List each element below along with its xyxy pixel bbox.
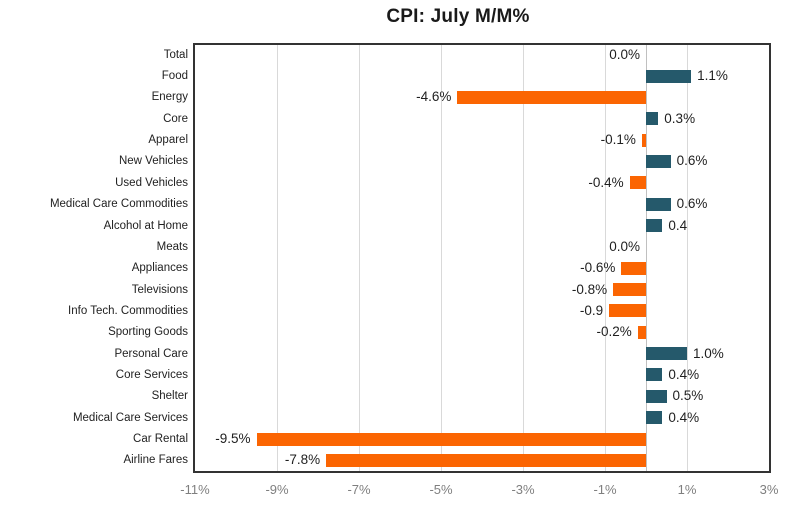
bar-televisions xyxy=(613,283,646,296)
bar-value-label: 0.6% xyxy=(676,153,708,169)
bar-value-label: 0.4% xyxy=(668,409,700,425)
bar-appliances xyxy=(621,261,646,275)
bar-airline-fares xyxy=(326,453,646,467)
bar-used-vehicles xyxy=(629,176,646,190)
bar-value-label: 0.5% xyxy=(672,388,704,404)
category-label: Sporting Goods xyxy=(108,326,188,339)
category-label: Car Rental xyxy=(133,433,188,445)
bar-medical-care-services xyxy=(646,411,663,425)
gridline xyxy=(277,45,278,471)
category-label: Apparel xyxy=(148,134,188,147)
bar-value-label: 0.0% xyxy=(609,46,640,62)
category-label: Info Tech. Commodities xyxy=(68,304,188,317)
bar-car-rental xyxy=(256,432,646,446)
gridline xyxy=(441,45,442,471)
x-tick-label: 1% xyxy=(677,482,697,497)
bar-food xyxy=(646,69,692,83)
gridline xyxy=(687,45,688,471)
bar-value-label: 0.6% xyxy=(676,196,708,212)
category-label: Total xyxy=(163,48,188,61)
bar-value-label: -0.4% xyxy=(588,174,624,190)
x-tick-label: -7% xyxy=(347,482,371,497)
gridline xyxy=(605,45,606,471)
bar-value-label: -0.6% xyxy=(580,260,616,276)
bar-info-tech-commodities xyxy=(609,304,646,318)
category-label: Meats xyxy=(156,240,188,253)
bar-value-label: -7.8% xyxy=(284,452,321,468)
category-label: Core xyxy=(163,112,188,125)
bar-value-label: -4.6% xyxy=(416,89,452,105)
category-label: Shelter xyxy=(151,390,188,403)
x-tick-label: 3% xyxy=(759,482,779,497)
bar-value-label: 0.4 xyxy=(668,217,688,233)
gridline xyxy=(523,45,524,471)
category-label: Medical Care Commodities xyxy=(49,198,188,211)
bar-core xyxy=(646,112,659,126)
bar-value-label: 0.3% xyxy=(664,110,696,126)
category-label: Used Vehicles xyxy=(115,176,188,189)
bar-value-label: 1.1% xyxy=(697,68,728,83)
bar-energy xyxy=(457,90,646,104)
category-label: Energy xyxy=(151,91,188,104)
chart-title: CPI: July M/M% xyxy=(386,6,530,27)
category-label: Personal Care xyxy=(114,347,188,360)
zero-axis-line xyxy=(646,45,647,471)
category-label: Core Services xyxy=(115,368,188,381)
bar-value-label: 0.0% xyxy=(609,238,640,254)
bar-alcohol-at-home xyxy=(646,219,663,232)
x-tick-label: -9% xyxy=(265,482,289,497)
category-label: Food xyxy=(161,70,188,82)
bar-new-vehicles xyxy=(646,154,671,168)
category-label: Alcohol at Home xyxy=(103,219,188,232)
bar-personal-care xyxy=(646,347,687,361)
bar-value-label: 1.0% xyxy=(693,345,724,361)
bar-value-label: -0.9 xyxy=(579,302,604,318)
x-tick-label: -11% xyxy=(180,482,210,497)
bar-sporting-goods xyxy=(637,325,646,339)
bar-value-label: -0.8% xyxy=(571,281,608,297)
bar-value-label: -9.5% xyxy=(215,431,251,446)
category-label: Televisions xyxy=(131,283,188,296)
category-label: Medical Care Services xyxy=(72,411,188,424)
category-label: Appliances xyxy=(131,262,188,275)
gridline xyxy=(359,45,360,471)
bar-value-label: -0.2% xyxy=(596,324,632,340)
category-label: Airline Fares xyxy=(123,454,188,467)
bar-medical-care-commodities xyxy=(646,197,671,211)
bar-core-services xyxy=(646,368,663,382)
category-label: New Vehicles xyxy=(118,155,188,168)
bar-value-label: -0.1% xyxy=(600,132,636,148)
category-axis: Total Food Energy Core Apparel New Vehicles Us… xyxy=(0,0,188,519)
bar-apparel xyxy=(641,133,646,147)
x-tick-label: -1% xyxy=(593,482,617,497)
x-tick-label: -5% xyxy=(429,482,453,497)
bar-value-label: 0.4% xyxy=(668,366,700,382)
x-tick-label: -3% xyxy=(511,482,535,497)
bar-shelter xyxy=(646,389,667,403)
